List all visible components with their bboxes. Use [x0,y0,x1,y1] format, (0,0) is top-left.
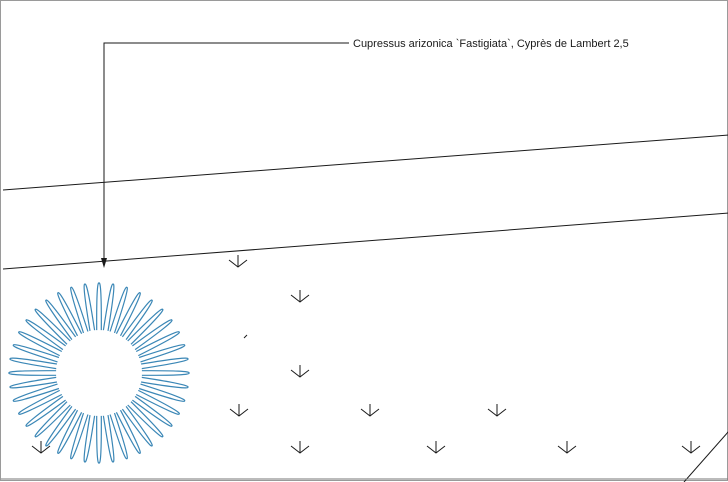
vegetation-markers [31,255,701,454]
vegetation-marker [290,441,310,454]
stray-mark [243,334,248,339]
vegetation-marker [290,365,310,378]
vegetation-marker [681,441,701,454]
boundary-line-upper [2,134,728,191]
vegetation-marker [31,441,51,454]
vegetation-marker [229,404,249,417]
vegetation-marker [557,441,577,454]
vegetation-marker [426,441,446,454]
annotation-label: Cupressus arizonica `Fastigiata`, Cyprès… [353,38,629,50]
boundary-line-lower [2,212,728,270]
vegetation-marker [228,255,248,268]
plant-symbol-cupressus [8,282,190,464]
plant-symbol-outline [8,282,190,464]
vegetation-marker [290,290,310,303]
vegetation-marker [487,404,507,417]
annotation-leader [101,42,349,268]
vegetation-marker [360,404,380,417]
boundary-line-corner [683,431,728,482]
